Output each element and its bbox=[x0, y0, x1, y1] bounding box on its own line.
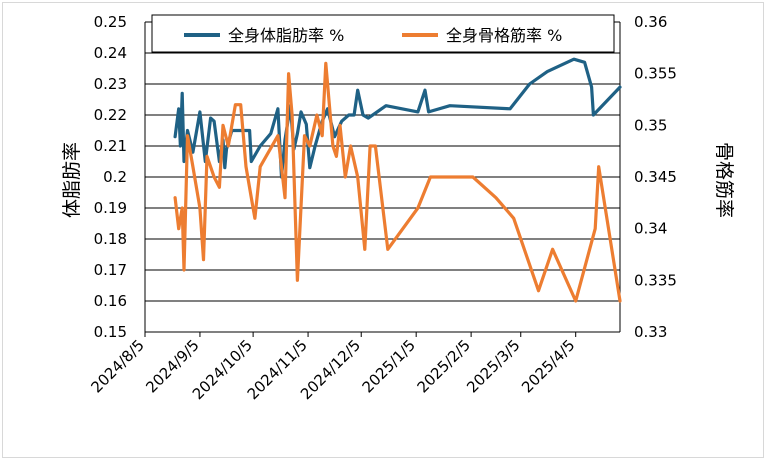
axes bbox=[144, 22, 621, 337]
left-tick-label: 0.2 bbox=[103, 168, 127, 186]
left-tick-label: 0.22 bbox=[94, 106, 127, 124]
x-tick-label: 2025/2/5 bbox=[414, 336, 474, 396]
left-tick-label: 0.16 bbox=[94, 292, 127, 310]
left-axis-title: 体脂肪率 bbox=[61, 142, 83, 218]
x-tick-label: 2024/8/5 bbox=[87, 336, 147, 396]
left-tick-label: 0.18 bbox=[94, 230, 127, 248]
right-tick-label: 0.34 bbox=[634, 220, 667, 238]
gridlines bbox=[145, 21, 620, 333]
x-tick-label: 2025/1/5 bbox=[359, 336, 419, 396]
legend-label-skeletal-muscle: 全身骨格筋率 % bbox=[446, 26, 562, 45]
legend: 全身体脂肪率 % 全身骨格筋率 % bbox=[151, 14, 615, 53]
left-tick-label: 0.21 bbox=[94, 137, 127, 155]
x-tick-label: 2025/4/5 bbox=[518, 336, 578, 396]
left-tick-label: 0.23 bbox=[94, 75, 127, 93]
series-line-skeletal-muscle bbox=[173, 61, 622, 303]
legend-box bbox=[151, 14, 615, 53]
x-tick-label: 2025/3/5 bbox=[463, 336, 523, 396]
legend-label-body-fat: 全身体脂肪率 % bbox=[228, 26, 344, 45]
right-tick-label: 0.33 bbox=[634, 323, 667, 341]
right-tick-label: 0.355 bbox=[634, 65, 677, 83]
left-tick-label: 0.24 bbox=[94, 44, 127, 62]
right-tick-label: 0.335 bbox=[634, 271, 677, 289]
right-tick-label: 0.345 bbox=[634, 168, 677, 186]
left-tick-label: 0.19 bbox=[94, 199, 127, 217]
chart-frame bbox=[2, 2, 764, 458]
right-tick-label: 0.35 bbox=[634, 116, 667, 134]
right-axis-title: 骨格筋率 bbox=[713, 142, 735, 218]
series-line-body-fat bbox=[173, 57, 622, 179]
right-tick-label: 0.36 bbox=[634, 13, 667, 31]
left-tick-label: 0.15 bbox=[94, 323, 127, 341]
left-tick-label: 0.25 bbox=[94, 13, 127, 31]
left-tick-label: 0.17 bbox=[94, 261, 127, 279]
series-layer bbox=[173, 57, 622, 303]
